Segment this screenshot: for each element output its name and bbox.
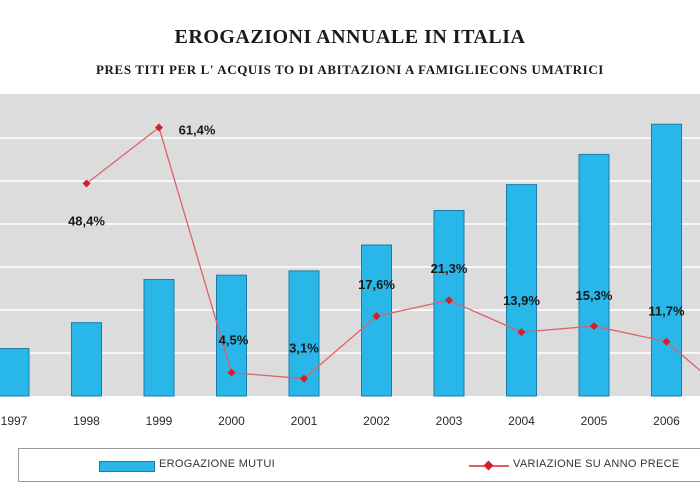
chart: 48,4% 61,4% 4,5% 3,1% 17,6% 21,3% 13,9% 15,3% 11… bbox=[0, 123, 700, 428]
legend-bars-label: EROGAZIONE MUTUI bbox=[159, 458, 276, 470]
label-1998: 48,4% bbox=[68, 214, 105, 229]
bar-2002 bbox=[361, 244, 392, 397]
bar-1997 bbox=[0, 348, 30, 397]
tick-2003: 2003 bbox=[436, 414, 463, 428]
bar-series bbox=[0, 123, 682, 397]
marker-2003 bbox=[445, 296, 453, 305]
marker-2004 bbox=[517, 328, 526, 337]
tick-1998: 1998 bbox=[73, 414, 100, 428]
marker-2006 bbox=[662, 337, 671, 346]
tick-1997: 1997 bbox=[1, 414, 28, 428]
tick-2002: 2002 bbox=[363, 414, 390, 428]
tick-2001: 2001 bbox=[291, 414, 318, 428]
label-2001: 3,1% bbox=[289, 341, 319, 356]
marker-1998 bbox=[82, 179, 91, 188]
tick-1999: 1999 bbox=[146, 414, 173, 428]
legend-line-label: VARIAZIONE SU ANNO PRECE bbox=[513, 458, 680, 470]
label-2000: 4,5% bbox=[219, 333, 249, 348]
label-2002: 17,6% bbox=[358, 277, 395, 292]
legend-line-marker bbox=[483, 460, 494, 471]
data-labels: 48,4% 61,4% 4,5% 3,1% 17,6% 21,3% 13,9% 15,3% 11… bbox=[68, 123, 685, 356]
label-2006: 11,7% bbox=[648, 304, 685, 319]
x-axis-ticks: 1997 1998 1999 2000 2001 2002 2003 2004 2005 2006 bbox=[1, 414, 681, 428]
tick-2006: 2006 bbox=[653, 414, 680, 428]
marker-2002 bbox=[372, 312, 381, 321]
label-2004: 13,9% bbox=[503, 293, 540, 308]
line-series bbox=[82, 123, 700, 383]
bar-2004 bbox=[506, 184, 537, 397]
bar-1999 bbox=[143, 279, 175, 397]
marker-1999 bbox=[155, 123, 163, 132]
label-2003: 21,3% bbox=[431, 261, 468, 276]
marker-2005 bbox=[590, 322, 598, 331]
marker-2001 bbox=[300, 374, 308, 383]
chart-subtitle: PRES TITI PER L' ACQUIS TO DI ABITAZIONI… bbox=[96, 62, 604, 77]
tick-2005: 2005 bbox=[581, 414, 608, 428]
legend-bar-swatch bbox=[99, 461, 155, 472]
label-1999: 61,4% bbox=[179, 123, 216, 138]
bar-1998 bbox=[71, 322, 102, 397]
variation-line-tail bbox=[666, 341, 700, 371]
legend: EROGAZIONE MUTUI VARIAZIONE SU ANNO PREC… bbox=[18, 448, 700, 482]
bar-2000 bbox=[216, 274, 247, 397]
tick-2004: 2004 bbox=[508, 414, 535, 428]
chart-title: EROGAZIONI ANNUALE IN ITALIA bbox=[174, 26, 526, 48]
tick-2000: 2000 bbox=[218, 414, 245, 428]
bar-2005 bbox=[578, 153, 610, 397]
bar-2006 bbox=[651, 123, 682, 397]
marker-2000 bbox=[227, 368, 236, 377]
label-2005: 15,3% bbox=[576, 288, 613, 303]
